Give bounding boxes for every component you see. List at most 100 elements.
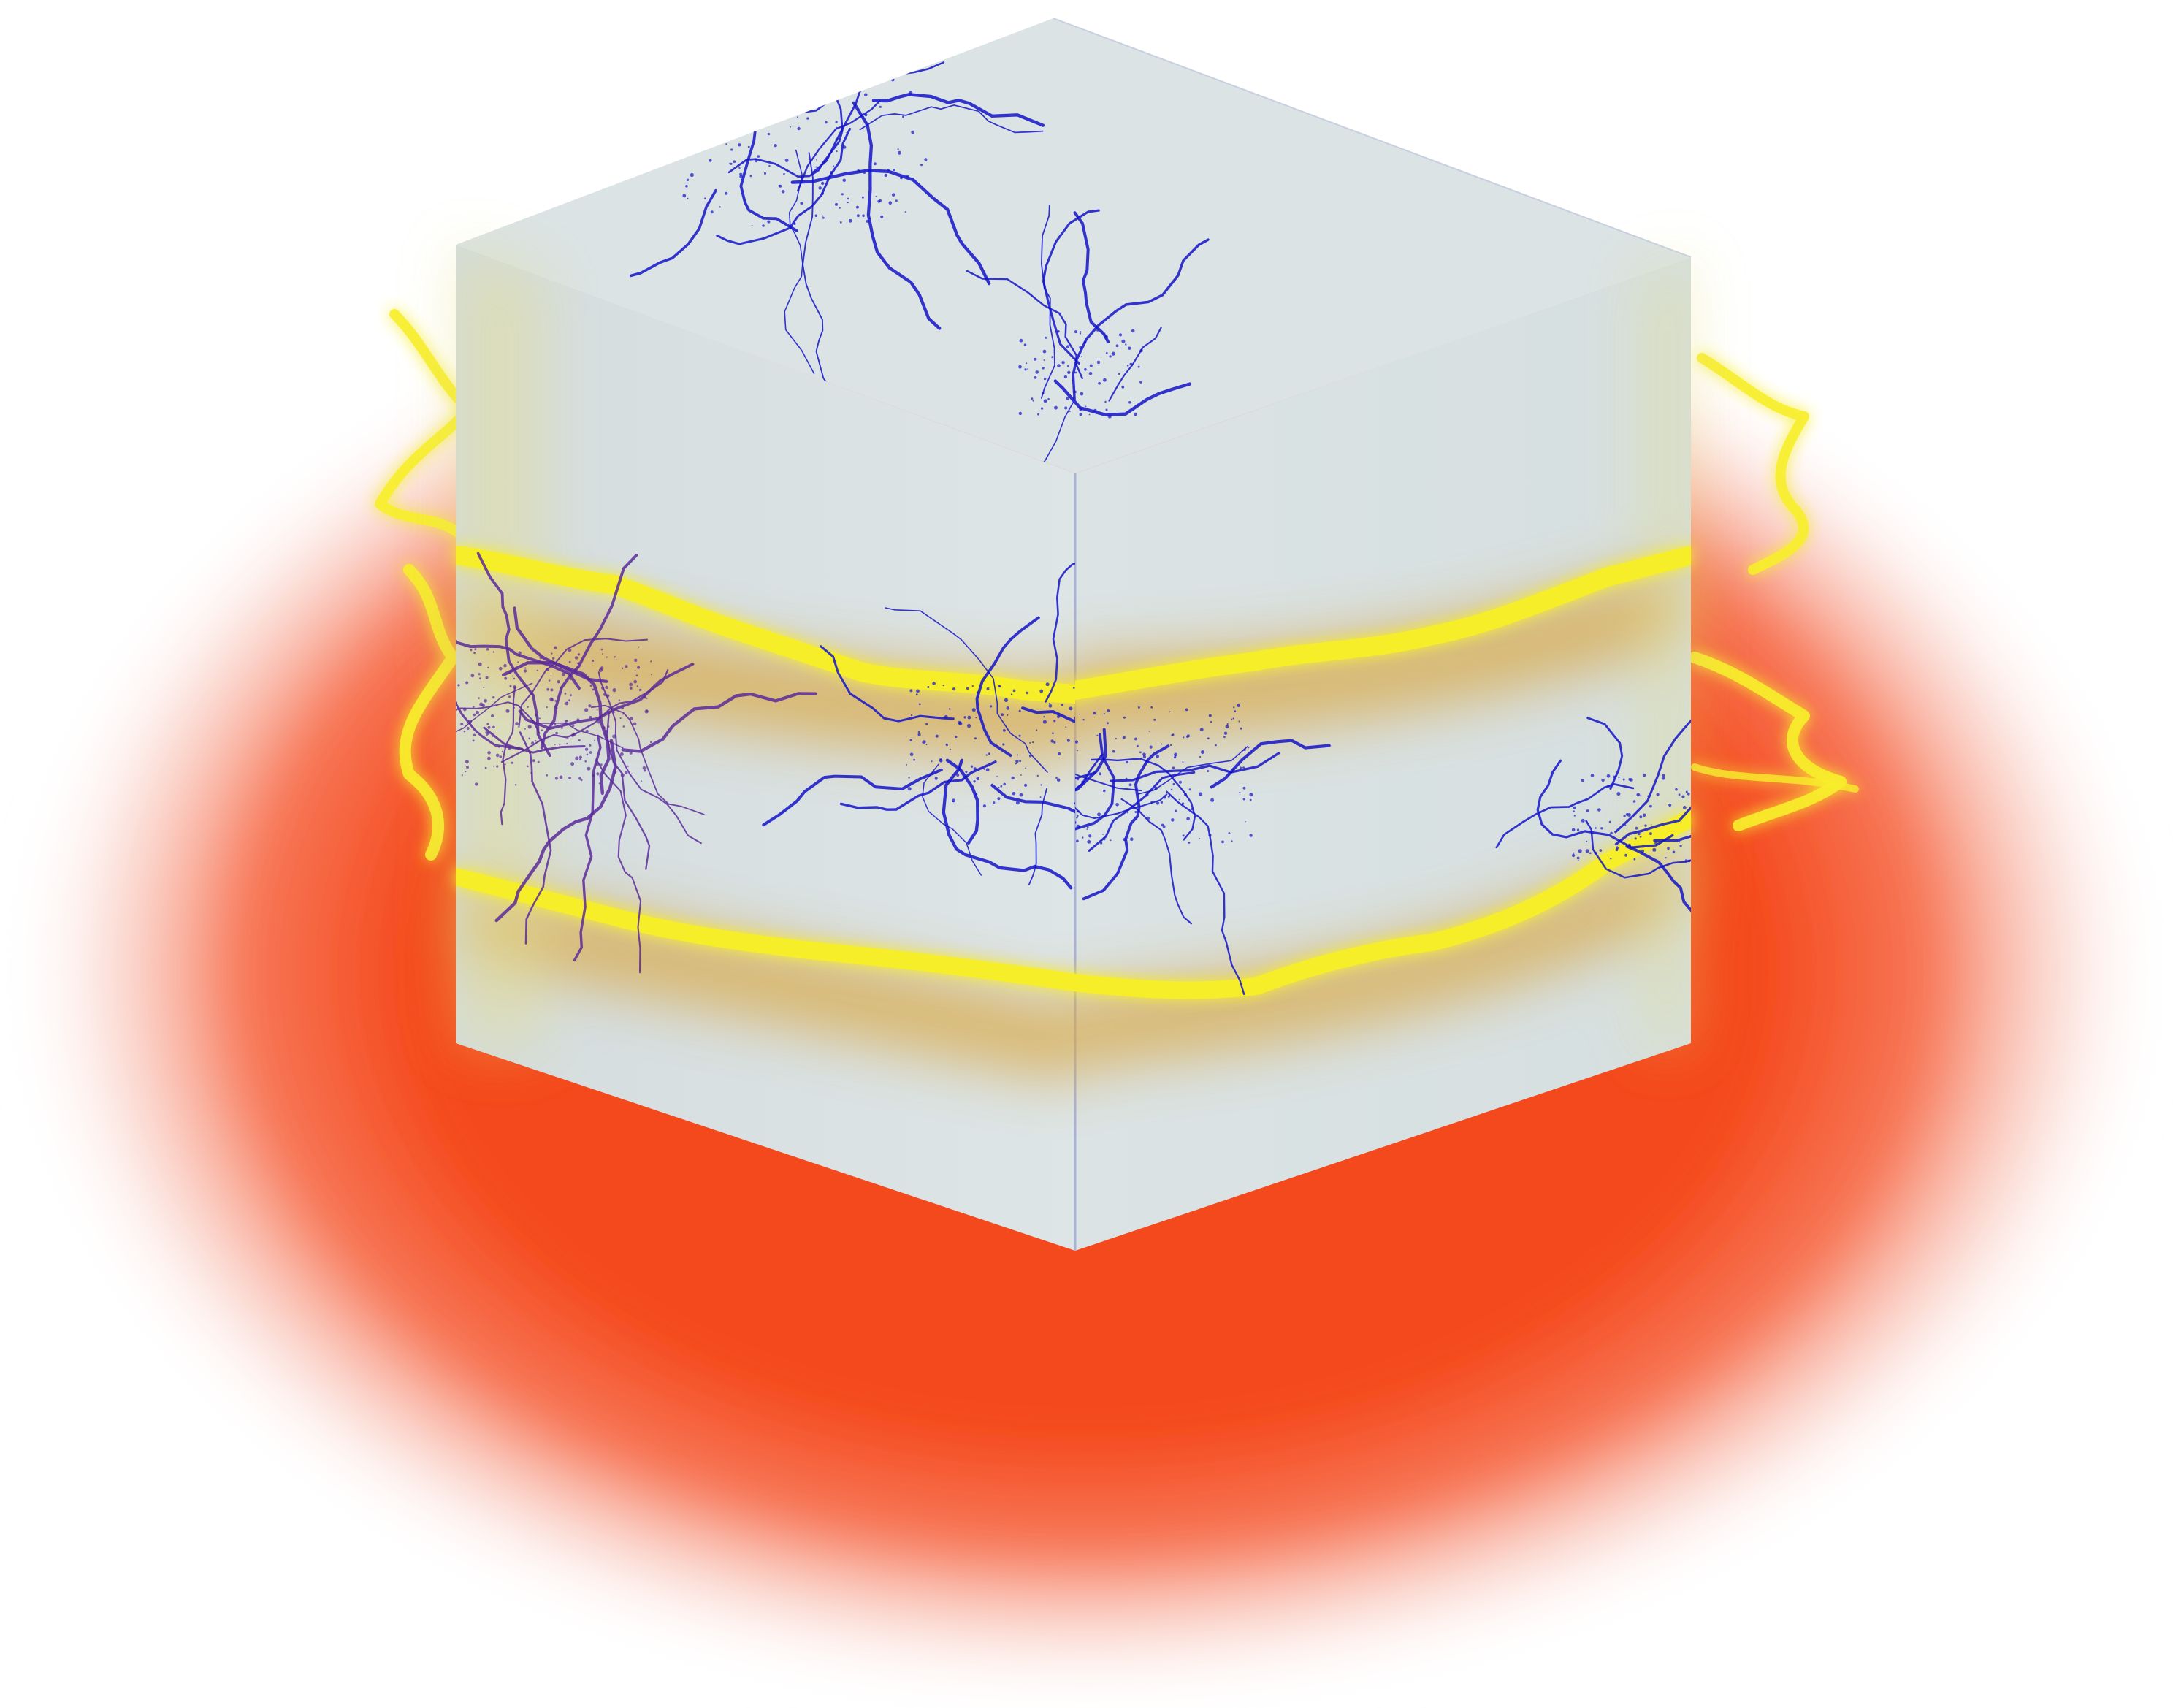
crack-speck <box>509 685 512 687</box>
crack-speck <box>554 646 557 649</box>
crack-speck <box>504 676 508 680</box>
crack-speck <box>1096 329 1099 332</box>
crack-speck <box>1210 798 1215 802</box>
crack-speck <box>1066 739 1070 742</box>
crack-speck <box>613 769 617 774</box>
crack-speck <box>1047 397 1050 400</box>
crack-speck <box>1639 815 1643 819</box>
crack-speck <box>524 667 527 669</box>
crack-speck <box>998 786 1000 789</box>
crack-speck <box>578 739 581 741</box>
crack-line <box>695 18 753 91</box>
crack-speck <box>600 763 603 766</box>
crack-speck <box>1032 400 1034 402</box>
crack-speck <box>530 771 532 774</box>
crack-speck <box>1103 789 1106 793</box>
crack-speck <box>1112 750 1115 753</box>
crack-speck <box>699 112 701 115</box>
crack-speck <box>1687 859 1691 863</box>
crack-speck <box>915 693 918 696</box>
crack-speck <box>577 653 581 656</box>
crack-speck <box>527 725 532 729</box>
crack-speck <box>833 77 838 81</box>
crack-speck <box>949 708 951 710</box>
crack-speck <box>1122 386 1123 388</box>
crack-speck <box>499 666 503 671</box>
crack-speck <box>1039 689 1044 693</box>
crack-speck <box>466 726 470 731</box>
crack-speck <box>1057 364 1061 367</box>
crack-speck <box>775 110 778 113</box>
crack-speck <box>1675 788 1678 791</box>
crack-speck <box>966 687 969 690</box>
crack-line <box>859 104 1044 134</box>
crack-speck <box>1139 751 1142 754</box>
crack-speck <box>1003 729 1006 732</box>
crack-speck <box>1183 793 1187 796</box>
crack-speck <box>507 746 511 750</box>
crack-speck <box>857 169 860 172</box>
crack-speck <box>836 150 838 153</box>
crack-speck <box>976 691 979 694</box>
crack-speck <box>1186 735 1189 739</box>
crack-speck <box>967 715 971 720</box>
crack-speck <box>783 105 786 108</box>
crack-speck <box>833 165 835 167</box>
crack-speck <box>651 674 652 676</box>
crack-speck <box>1102 834 1104 835</box>
crack-speck <box>686 178 690 181</box>
crack-speck <box>825 121 828 124</box>
crack-speck <box>816 159 817 161</box>
crack-speck <box>612 688 616 693</box>
crack-speck <box>497 745 500 748</box>
crack-speck <box>1056 778 1061 782</box>
crack-speck <box>909 91 913 95</box>
crack-speck <box>483 687 485 688</box>
crack-speck <box>1656 793 1660 796</box>
crack-speck <box>1024 783 1028 787</box>
crack-speck <box>1031 397 1034 400</box>
crack-speck <box>1018 734 1021 737</box>
crack-line <box>494 739 617 923</box>
crack-speck <box>511 761 513 764</box>
crack-speck <box>602 726 606 730</box>
crack-speck <box>841 193 844 196</box>
crack-speck <box>596 772 600 776</box>
crack-speck <box>917 731 920 733</box>
crack-line <box>1614 760 1691 846</box>
crack-speck <box>589 716 592 719</box>
crack-speck <box>1640 795 1642 797</box>
crack-speck <box>767 220 771 224</box>
crack-speck <box>875 196 877 197</box>
crack-speck <box>637 666 641 669</box>
crack-speck <box>723 56 727 60</box>
crack-speck <box>1004 698 1008 703</box>
crack-speck <box>1055 777 1058 779</box>
crack-speck <box>760 85 762 88</box>
crack-speck <box>685 185 688 188</box>
crack-line <box>1585 820 1691 879</box>
crack-speck <box>468 719 473 723</box>
crack-speck <box>585 729 589 733</box>
crack-speck <box>944 715 948 719</box>
crack-speck <box>1132 819 1134 821</box>
crack-speck <box>1190 807 1194 810</box>
crack-speck <box>1010 693 1013 695</box>
crack-speck <box>1581 779 1584 782</box>
crack-speck <box>682 144 686 148</box>
crack-speck <box>861 196 864 199</box>
crack-speck <box>836 74 838 76</box>
crack-speck <box>1610 858 1612 860</box>
crack-cluster <box>762 555 1075 890</box>
crack-speck <box>1600 827 1603 830</box>
crack-speck <box>727 51 730 53</box>
crack-speck <box>1172 733 1175 736</box>
crack-speck <box>1015 801 1020 805</box>
crack-line <box>852 101 942 330</box>
crack-speck <box>1130 837 1134 841</box>
crack-speck <box>592 660 595 662</box>
crack-line <box>500 686 516 826</box>
crack-speck <box>1058 712 1060 714</box>
crack-speck <box>939 758 943 763</box>
crack-speck <box>492 696 495 699</box>
